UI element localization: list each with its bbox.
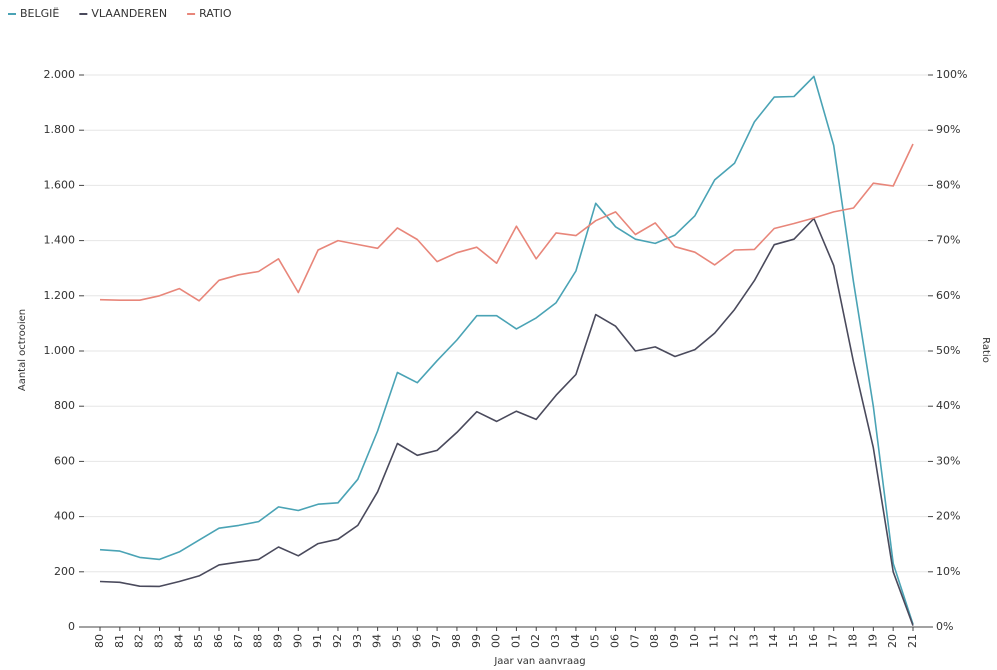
y-tick-label: 200: [54, 565, 75, 578]
x-tick-label: 04: [569, 634, 582, 648]
y2-tick-label: 10%: [936, 565, 960, 578]
x-tick-label: 21: [906, 634, 919, 648]
y-axis-label: Aantal octrooien: [17, 309, 28, 391]
x-tick-label: 92: [331, 634, 344, 648]
x-tick-label: 97: [430, 634, 443, 648]
y2-tick-label: 80%: [936, 178, 960, 191]
x-tick-label: 85: [192, 634, 205, 648]
series-line: [99, 143, 914, 302]
y-tick-label: 2.000: [44, 68, 76, 81]
y2-axis-label: Ratio: [980, 337, 991, 363]
series-line: [99, 217, 914, 626]
x-tick-label: 17: [827, 634, 840, 648]
y-tick-label: 1.600: [44, 178, 76, 191]
x-tick-label: 84: [172, 634, 185, 648]
x-tick-label: 07: [628, 634, 641, 648]
y2-tick-label: 30%: [936, 454, 960, 467]
y2-tick-label: 100%: [936, 68, 967, 81]
y2-tick-label: 0%: [936, 620, 953, 633]
x-axis-label: Jaar van aanvraag: [493, 656, 585, 667]
x-tick-label: 03: [549, 634, 562, 648]
x-tick-label: 98: [450, 634, 463, 648]
x-tick-label: 10: [688, 634, 701, 648]
x-tick-label: 87: [232, 634, 245, 648]
x-tick-label: 90: [291, 634, 304, 648]
y-tick-label: 800: [54, 399, 75, 412]
y-tick-label: 1.000: [44, 344, 76, 357]
x-tick-label: 09: [668, 634, 681, 648]
y-tick-label: 1.200: [44, 289, 76, 302]
y2-tick-label: 90%: [936, 123, 960, 136]
x-tick-label: 95: [390, 634, 403, 648]
x-tick-label: 81: [113, 634, 126, 648]
x-tick-label: 00: [490, 634, 503, 648]
y-tick-label: 400: [54, 510, 75, 523]
x-tick-label: 05: [589, 634, 602, 648]
x-tick-label: 93: [351, 634, 364, 648]
x-tick-label: 91: [311, 634, 324, 648]
x-tick-label: 01: [509, 634, 522, 648]
legend-label: BELGIË: [20, 7, 59, 20]
y2-tick-label: 60%: [936, 289, 960, 302]
x-tick-label: 08: [648, 634, 661, 648]
x-tick-label: 13: [747, 634, 760, 648]
y-tick-label: 0: [68, 620, 75, 633]
x-tick-label: 83: [152, 634, 165, 648]
x-tick-label: 14: [767, 634, 780, 648]
x-tick-label: 88: [252, 634, 265, 648]
x-tick-label: 89: [271, 634, 284, 648]
x-tick-label: 06: [609, 634, 622, 648]
x-tick-label: 82: [133, 634, 146, 648]
y-tick-label: 1.800: [44, 123, 76, 136]
y-tick-label: 600: [54, 454, 75, 467]
y2-tick-label: 70%: [936, 234, 960, 247]
x-tick-label: 86: [212, 634, 225, 648]
y-tick-label: 1.400: [44, 234, 76, 247]
x-tick-label: 94: [371, 634, 384, 648]
x-tick-label: 12: [728, 634, 741, 648]
y2-tick-label: 40%: [936, 399, 960, 412]
series-line: [99, 75, 914, 625]
x-tick-label: 18: [847, 634, 860, 648]
x-tick-label: 11: [708, 634, 721, 648]
x-tick-label: 15: [787, 634, 800, 648]
legend-label: RATIO: [199, 7, 232, 20]
x-tick-label: 19: [866, 634, 879, 648]
x-tick-label: 96: [410, 634, 423, 648]
x-tick-label: 16: [807, 634, 820, 648]
y2-tick-label: 50%: [936, 344, 960, 357]
x-tick-label: 99: [470, 634, 483, 648]
legend-label: VLAANDEREN: [91, 7, 167, 20]
x-tick-label: 20: [886, 634, 899, 648]
x-tick-label: 02: [529, 634, 542, 648]
y2-tick-label: 20%: [936, 510, 960, 523]
x-tick-label: 80: [93, 634, 106, 648]
